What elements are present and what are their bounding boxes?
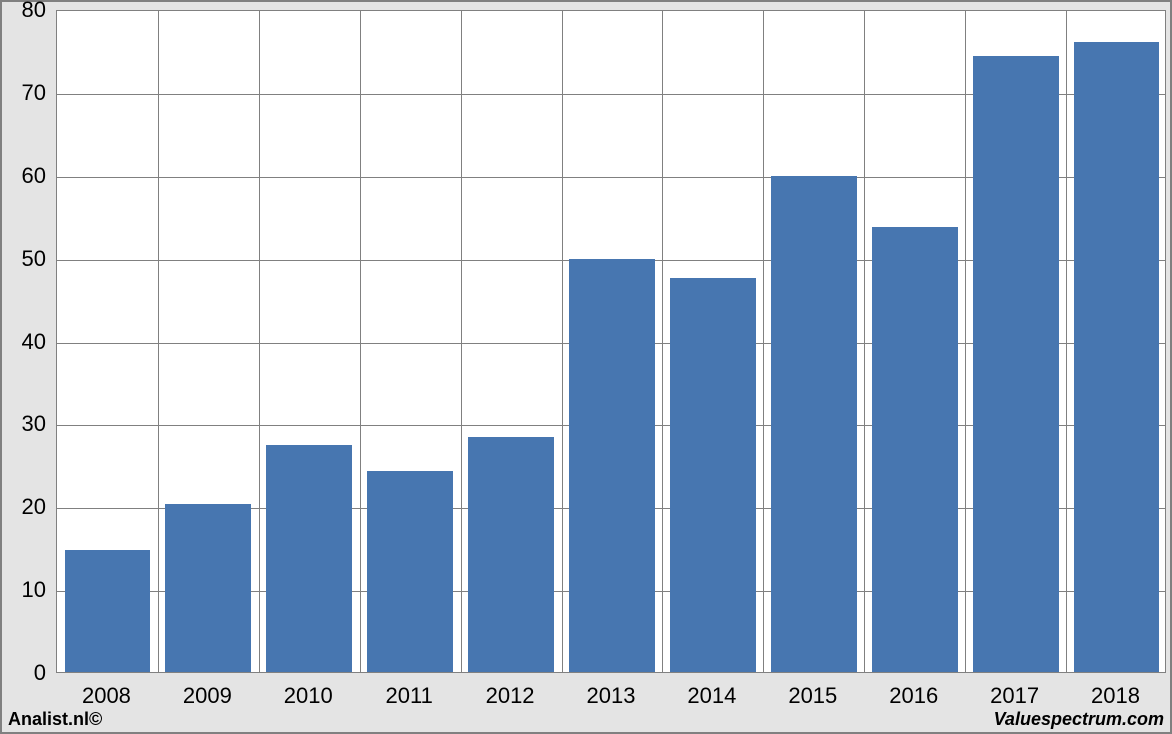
y-tick-label: 60 [2, 163, 46, 189]
bar-2017 [973, 56, 1059, 672]
x-tick-label: 2017 [990, 683, 1039, 709]
x-tick-label: 2014 [687, 683, 736, 709]
gridline-vertical [158, 11, 159, 672]
gridline-vertical [259, 11, 260, 672]
gridline-vertical [461, 11, 462, 672]
bar-2016 [872, 227, 958, 672]
gridline-vertical [763, 11, 764, 672]
x-tick-label: 2011 [386, 683, 433, 709]
gridline-vertical [360, 11, 361, 672]
x-tick-label: 2016 [889, 683, 938, 709]
x-tick-label: 2010 [284, 683, 333, 709]
footer-left: Analist.nl© [8, 709, 102, 730]
gridline-vertical [1066, 11, 1067, 672]
y-tick-label: 10 [2, 577, 46, 603]
gridline-vertical [864, 11, 865, 672]
footer-right: Valuespectrum.com [994, 709, 1164, 730]
x-tick-label: 2018 [1091, 683, 1140, 709]
bar-2008 [65, 550, 151, 672]
y-tick-label: 70 [2, 80, 46, 106]
bar-2018 [1074, 42, 1160, 672]
y-tick-label: 50 [2, 246, 46, 272]
y-tick-label: 20 [2, 494, 46, 520]
gridline-vertical [965, 11, 966, 672]
x-tick-label: 2008 [82, 683, 131, 709]
y-tick-label: 0 [2, 660, 46, 686]
chart-panel [56, 10, 1166, 673]
bar-2012 [468, 437, 554, 672]
x-tick-label: 2015 [788, 683, 837, 709]
bar-2014 [670, 278, 756, 672]
chart-frame: 0 10 20 30 40 50 60 70 80 2008 2009 2010 2011 2012 20… [0, 0, 1172, 734]
x-tick-label: 2012 [486, 683, 535, 709]
y-tick-label: 30 [2, 411, 46, 437]
plot-area [57, 11, 1165, 672]
bar-2013 [569, 259, 655, 672]
y-tick-label: 80 [2, 0, 46, 23]
y-tick-label: 40 [2, 329, 46, 355]
bar-2011 [367, 471, 453, 672]
x-tick-label: 2013 [587, 683, 636, 709]
gridline-vertical [662, 11, 663, 672]
bar-2009 [165, 504, 251, 672]
gridline-vertical [562, 11, 563, 672]
bar-2015 [771, 176, 857, 672]
bar-2010 [266, 445, 352, 672]
x-tick-label: 2009 [183, 683, 232, 709]
